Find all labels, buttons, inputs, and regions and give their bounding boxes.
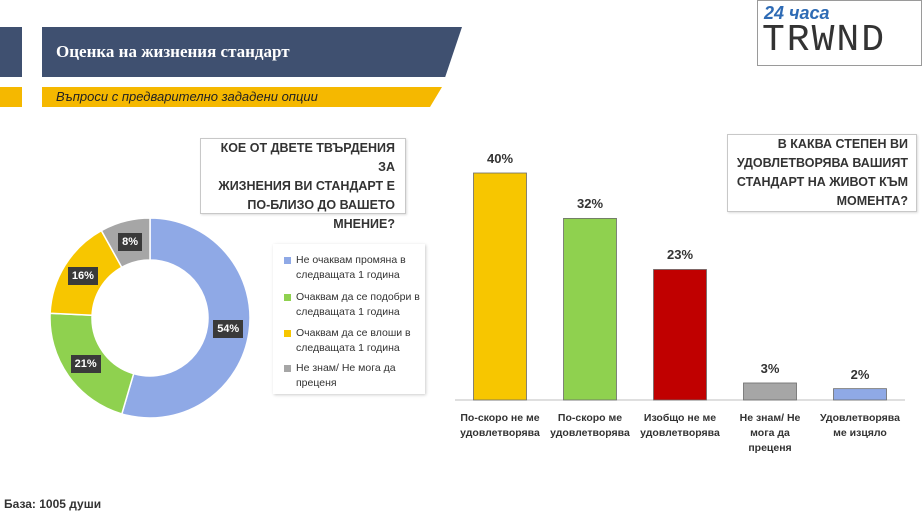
- subheader-bar: [42, 87, 442, 107]
- bar-value-label: 40%: [486, 151, 514, 166]
- bar-category-line: удовлетворява: [460, 427, 540, 439]
- logo-top-text: 24 часа: [764, 3, 830, 23]
- legend-swatch: [284, 294, 291, 301]
- bar: [473, 172, 527, 401]
- donut-slice: [120, 217, 251, 419]
- page-title: Оценка на жизнения стандарт: [56, 42, 290, 61]
- donut-slice-label: 21%: [70, 354, 101, 373]
- donut-question-line: КОЕ ОТ ДВЕТЕ ТВЪРДЕНИЯ ЗА: [220, 141, 395, 174]
- bar-category-line: мога да: [750, 427, 790, 439]
- bar-category-label: Удовлетворява ме изцяло: [817, 411, 903, 441]
- bar-value-label: 32%: [576, 196, 604, 212]
- bar-question-line: УДОВЛЕТВОРЯВА ВАШИЯТ: [736, 156, 908, 170]
- subheader-left-accent: [0, 87, 22, 107]
- bar-question-line: МОМЕНТА?: [836, 194, 908, 208]
- bar: [833, 388, 887, 401]
- bar-value-label: 23%: [666, 247, 694, 263]
- bar: [563, 217, 617, 401]
- bar-category-line: ме изцяло: [833, 427, 887, 439]
- bar-question-line: В КАКВА СТЕПЕН ВИ: [777, 137, 908, 151]
- bar-category-line: По-скоро ме: [557, 412, 623, 424]
- donut-question-line: МНЕНИЕ?: [333, 217, 395, 231]
- bar-category-label: По-скоро ме удовлетворява: [547, 411, 633, 441]
- legend-label: Очаквам да се подобри в следващата 1 год…: [296, 291, 420, 318]
- bar-category-label: Изобщо не ме удовлетворява: [637, 411, 723, 441]
- legend-swatch: [284, 330, 291, 337]
- bar-category-label: Не знам/ Не мога да преценя: [727, 411, 813, 456]
- donut-question-line: ПО-БЛИЗО ДО ВАШЕТО: [247, 198, 395, 212]
- bar-category-line: удовлетворява: [640, 427, 720, 439]
- bar-category-line: удовлетворява: [550, 427, 630, 439]
- bar-value-label: 3%: [760, 360, 780, 376]
- bar: [653, 269, 707, 401]
- donut-question-line: ЖИЗНЕНИЯ ВИ СТАНДАРТ Е: [218, 179, 395, 193]
- bar-category-line: Изобщо не ме: [643, 412, 717, 424]
- base-note: База: 1005 души: [4, 497, 102, 511]
- legend-label: Не знам/ Не мога да преценя: [296, 362, 396, 389]
- bar-category-line: Не знам/ Не: [739, 412, 801, 424]
- legend-label: Очаквам да се влоши в следващата 1 годин…: [296, 327, 411, 354]
- donut-question-box: КОЕ ОТ ДВЕТЕ ТВЪРДЕНИЯ ЗА ЖИЗНЕНИЯ ВИ СТ…: [200, 138, 406, 231]
- bar-category-label: По-скоро не ме удовлетворява: [457, 411, 543, 441]
- page-subtitle: Въпроси с предварително зададени опции: [56, 89, 318, 104]
- legend-swatch: [284, 365, 291, 372]
- bar-question-line: СТАНДАРТ НА ЖИВОТ КЪМ: [736, 175, 908, 189]
- logo: 24 часа TRWND: [757, 0, 922, 66]
- bar-category-line: преценя: [748, 442, 792, 454]
- donut-slice-label: 8%: [118, 232, 143, 251]
- header-bar: [42, 27, 462, 77]
- bar: [743, 382, 797, 401]
- bar-question-box: В КАКВА СТЕПЕН ВИ УДОВЛЕТВОРЯВА ВАШИЯТ С…: [727, 134, 917, 212]
- donut-legend: Не очаквам промяна в следващата 1 година…: [273, 244, 425, 394]
- legend-swatch: [284, 257, 291, 264]
- bar-value-label: 2%: [850, 366, 870, 382]
- legend-label: Не очаквам промяна в следващата 1 година: [296, 254, 406, 281]
- donut-slice-label: 54%: [213, 320, 244, 339]
- bar-category-line: По-скоро не ме: [460, 412, 540, 424]
- header-left-accent: [0, 27, 22, 77]
- donut-slice-label: 16%: [67, 267, 98, 286]
- logo-bottom-text: TRWND: [762, 19, 887, 62]
- bar-category-line: Удовлетворява: [820, 412, 900, 424]
